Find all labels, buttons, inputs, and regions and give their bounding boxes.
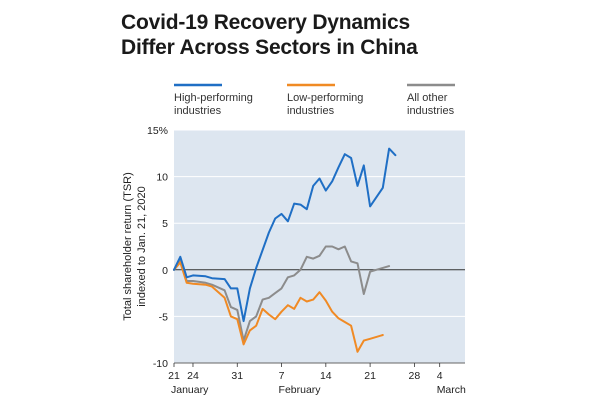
x-tick-label: 24 bbox=[187, 370, 199, 382]
chart-title: Covid-19 Recovery Dynamics Differ Across… bbox=[121, 10, 481, 60]
x-tick-label: 31 bbox=[231, 370, 243, 382]
x-tick-label: 14 bbox=[320, 370, 332, 382]
series-line-2 bbox=[173, 245, 391, 342]
y-tick-label: 0 bbox=[162, 265, 168, 277]
legend-label-0-line-1: High-performing bbox=[174, 92, 253, 104]
x-month-label: March bbox=[437, 384, 466, 396]
y-axis-label-line-2: indexed to Jan. 21, 2020 bbox=[136, 186, 148, 306]
x-tick-label: 7 bbox=[279, 370, 285, 382]
legend-label-2-line-2: industries bbox=[407, 105, 455, 117]
chart-title-line-1: Covid-19 Recovery Dynamics bbox=[121, 11, 410, 34]
series-line-1 bbox=[173, 261, 384, 353]
series-line-0 bbox=[173, 147, 397, 323]
y-tick-label: -5 bbox=[159, 311, 168, 323]
plot-background bbox=[174, 130, 465, 363]
chart-title-line-2: Differ Across Sectors in China bbox=[121, 36, 418, 59]
legend-label-1-line-2: industries bbox=[287, 105, 335, 117]
y-tick-label: 5 bbox=[162, 218, 168, 230]
legend-label-1-line-1: Low-performing bbox=[287, 92, 363, 104]
y-tick-label: 15% bbox=[147, 125, 168, 137]
legend-label-2-line-1: All other bbox=[407, 92, 448, 104]
x-tick-label: 21 bbox=[364, 370, 376, 382]
y-axis-label-line-1: Total shareholder return (TSR) bbox=[122, 172, 134, 321]
x-month-label: January bbox=[171, 384, 209, 396]
x-tick-label: 4 bbox=[437, 370, 443, 382]
y-tick-label: -10 bbox=[153, 358, 168, 370]
x-tick-label: 28 bbox=[409, 370, 421, 382]
x-month-label: February bbox=[279, 384, 322, 396]
legend-label-0-line-2: industries bbox=[174, 105, 222, 117]
y-tick-label: 10 bbox=[156, 172, 168, 184]
x-tick-label: 21 bbox=[168, 370, 180, 382]
